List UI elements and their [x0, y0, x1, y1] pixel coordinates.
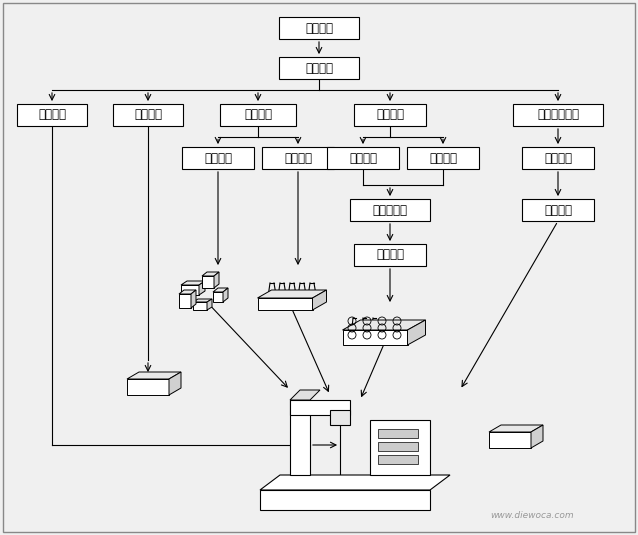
Text: 装夹方法: 装夹方法	[244, 109, 272, 121]
Polygon shape	[169, 372, 181, 395]
Polygon shape	[370, 420, 430, 475]
Bar	[327, 147, 399, 169]
Bar	[378, 442, 418, 451]
Polygon shape	[179, 294, 191, 308]
Text: 刀具调整单: 刀具调整单	[373, 203, 408, 217]
Text: 刀具选择: 刀具选择	[376, 109, 404, 121]
Bar	[378, 429, 418, 438]
Bar	[182, 147, 254, 169]
Polygon shape	[258, 298, 313, 310]
Bar	[262, 147, 334, 169]
Polygon shape	[531, 425, 543, 448]
Text: 加工程序设计: 加工程序设计	[537, 109, 579, 121]
Polygon shape	[290, 390, 320, 400]
Polygon shape	[330, 410, 350, 425]
Polygon shape	[213, 292, 223, 302]
Bar	[354, 244, 426, 266]
Polygon shape	[408, 320, 426, 345]
Polygon shape	[260, 475, 450, 490]
Bar	[354, 104, 426, 126]
Polygon shape	[179, 290, 196, 294]
Polygon shape	[127, 372, 181, 379]
Polygon shape	[207, 299, 212, 310]
Bar	[378, 455, 418, 464]
Text: 程序输入: 程序输入	[544, 203, 572, 217]
Text: 特殊夹具: 特殊夹具	[284, 151, 312, 164]
Bar	[17, 104, 87, 126]
Text: 刀具对刀: 刀具对刀	[376, 248, 404, 262]
Polygon shape	[202, 276, 214, 288]
Bar	[522, 199, 594, 221]
Polygon shape	[258, 290, 327, 298]
Text: 机床选择: 机床选择	[38, 109, 66, 121]
Polygon shape	[260, 490, 430, 510]
Polygon shape	[290, 400, 310, 475]
Bar	[522, 147, 594, 169]
Polygon shape	[193, 299, 212, 302]
Polygon shape	[199, 281, 205, 295]
Bar	[350, 199, 430, 221]
Text: 加工图样: 加工图样	[305, 21, 333, 34]
Polygon shape	[181, 285, 199, 295]
Polygon shape	[193, 302, 207, 310]
Text: 加工方案: 加工方案	[305, 62, 333, 74]
Bar	[220, 104, 296, 126]
Text: 毛坯选择: 毛坯选择	[134, 109, 162, 121]
Polygon shape	[343, 330, 408, 345]
Polygon shape	[191, 290, 196, 308]
Text: www.diewoca.com: www.diewoca.com	[490, 511, 574, 520]
Bar	[407, 147, 479, 169]
Bar	[279, 57, 359, 79]
Polygon shape	[290, 400, 350, 415]
Polygon shape	[213, 288, 228, 292]
Text: 特殊刀具: 特殊刀具	[429, 151, 457, 164]
Polygon shape	[202, 272, 219, 276]
Polygon shape	[313, 290, 327, 310]
Polygon shape	[489, 425, 543, 432]
Bar	[279, 17, 359, 39]
Text: 标准刀具: 标准刀具	[349, 151, 377, 164]
Polygon shape	[181, 281, 205, 285]
Polygon shape	[127, 379, 169, 395]
Polygon shape	[343, 320, 426, 330]
Bar	[113, 104, 183, 126]
Polygon shape	[223, 288, 228, 302]
Bar	[513, 104, 603, 126]
Text: 标准夹具: 标准夹具	[204, 151, 232, 164]
Text: 编写程序: 编写程序	[544, 151, 572, 164]
Polygon shape	[489, 432, 531, 448]
Polygon shape	[214, 272, 219, 288]
